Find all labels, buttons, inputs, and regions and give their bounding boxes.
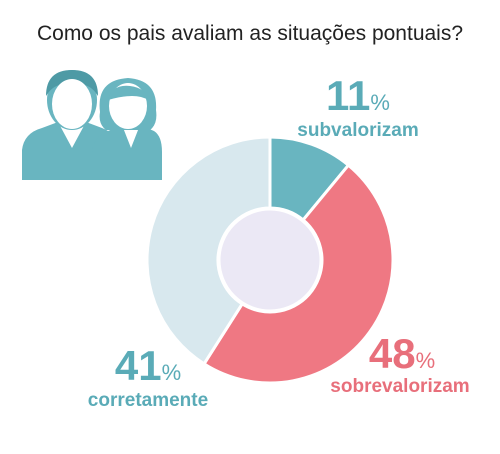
category-label: corretamente — [88, 390, 208, 411]
donut-center — [217, 207, 323, 313]
value-label: 48% — [369, 330, 435, 377]
chart-title: Como os pais avaliam as situações pontua… — [37, 22, 463, 45]
value-label: 11% — [326, 72, 390, 119]
value-label: 41% — [115, 342, 181, 389]
parents-icon — [22, 70, 162, 180]
category-label: subvalorizam — [297, 120, 418, 141]
category-label: sobrevalorizam — [330, 376, 469, 397]
